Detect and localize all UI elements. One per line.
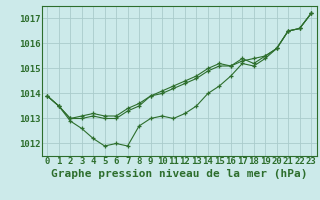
X-axis label: Graphe pression niveau de la mer (hPa): Graphe pression niveau de la mer (hPa)	[51, 169, 308, 179]
